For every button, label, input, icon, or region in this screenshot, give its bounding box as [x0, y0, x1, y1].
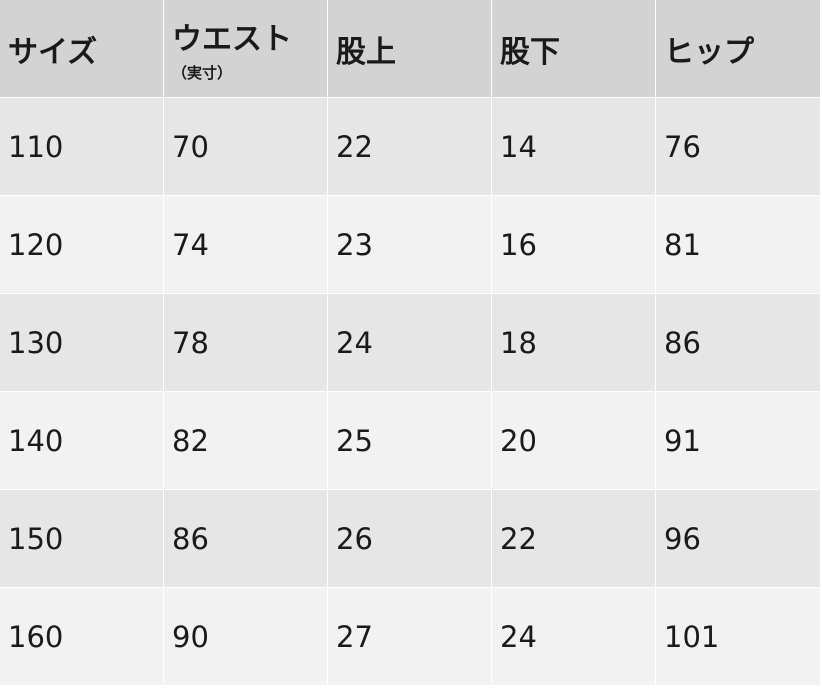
table-cell: 120 [0, 196, 163, 293]
table-cell: 91 [656, 392, 820, 489]
table-cell: 150 [0, 490, 163, 587]
table-cell: 25 [328, 392, 491, 489]
header-label: 股下 [500, 34, 560, 70]
table-cell: 74 [164, 196, 327, 293]
header-cell: サイズ [0, 0, 163, 97]
table-cell: 22 [492, 490, 655, 587]
table-cell: 70 [164, 98, 327, 195]
header-cell: 股下 [492, 0, 655, 97]
header-note: （実寸） [172, 64, 233, 82]
table-cell: 18 [492, 294, 655, 391]
table-cell: 22 [328, 98, 491, 195]
table-cell: 96 [656, 490, 820, 587]
table-cell: 86 [164, 490, 327, 587]
header-label: 股上 [336, 34, 396, 70]
table-cell: 78 [164, 294, 327, 391]
table-cell: 24 [328, 294, 491, 391]
table-cell: 101 [656, 588, 820, 685]
table-cell: 23 [328, 196, 491, 293]
header-cell: ヒップ [656, 0, 820, 97]
table-cell: 20 [492, 392, 655, 489]
table-cell: 16 [492, 196, 655, 293]
table-cell: 76 [656, 98, 820, 195]
table-cell: 27 [328, 588, 491, 685]
table-cell: 110 [0, 98, 163, 195]
table-cell: 90 [164, 588, 327, 685]
header-cell: 股上 [328, 0, 491, 97]
header-label: サイズ [8, 34, 98, 70]
table-cell: 26 [328, 490, 491, 587]
table-cell: 82 [164, 392, 327, 489]
table-cell: 14 [492, 98, 655, 195]
table-cell: 86 [656, 294, 820, 391]
header-cell: ウエスト （実寸） [164, 0, 327, 97]
table-cell: 24 [492, 588, 655, 685]
header-label: ヒップ [664, 34, 754, 70]
table-cell: 81 [656, 196, 820, 293]
table-cell: 140 [0, 392, 163, 489]
table-cell: 130 [0, 294, 163, 391]
header-label: ウエスト [172, 22, 292, 57]
table-cell: 160 [0, 588, 163, 685]
